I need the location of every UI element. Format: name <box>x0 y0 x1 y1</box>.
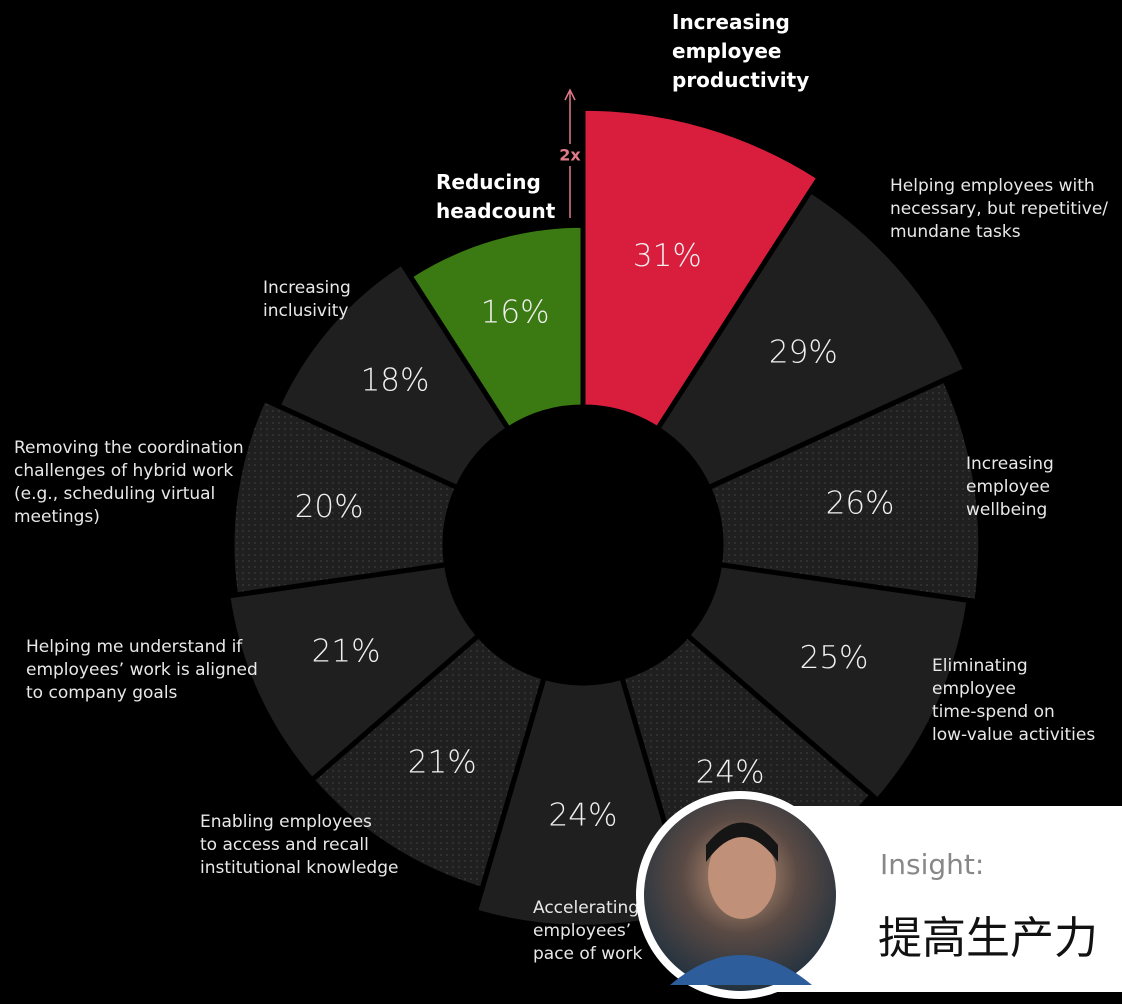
category-label: Accelerating employees’ pace of work <box>533 898 643 964</box>
value-label: 21% <box>312 634 381 670</box>
value-label: 24% <box>549 798 618 834</box>
insight-text: 提高生产力 <box>878 913 1098 964</box>
segment <box>225 561 483 784</box>
annotation-arrowhead <box>564 88 576 101</box>
value-label: 18% <box>361 363 430 399</box>
segment <box>654 187 970 491</box>
category-label: Reducing headcount <box>436 170 556 223</box>
segment <box>705 376 984 605</box>
value-label: 20% <box>295 489 364 525</box>
segment <box>580 105 823 433</box>
category-label: Increasing inclusivity <box>263 278 351 321</box>
annotation: 2x <box>559 146 581 165</box>
value-label: 16% <box>481 294 550 330</box>
segment <box>683 561 972 804</box>
category-label: Enabling employees to access and recall … <box>200 812 399 878</box>
value-label: 21% <box>408 745 477 781</box>
segment <box>406 222 586 433</box>
value-label: 26% <box>826 486 895 522</box>
segment <box>229 395 461 598</box>
segment <box>274 259 512 491</box>
category-label: Helping employees with necessary, but re… <box>890 176 1109 242</box>
value-label: 31% <box>633 238 702 274</box>
category-label: Helping me understand if employees’ work… <box>26 637 258 703</box>
value-label: 24% <box>696 754 765 790</box>
segment <box>308 631 548 893</box>
value-label: 29% <box>769 335 838 371</box>
category-label: Increasing employee wellbeing <box>966 454 1054 520</box>
insight-label: Insight: <box>880 848 985 881</box>
category-label: Eliminating employee time-spend on low-v… <box>932 656 1096 745</box>
annotation-bg <box>556 144 584 166</box>
category-label: Increasing employee productivity <box>672 10 810 92</box>
category-label: Removing the coordination challenges of … <box>14 438 244 527</box>
value-label: 25% <box>800 640 869 676</box>
